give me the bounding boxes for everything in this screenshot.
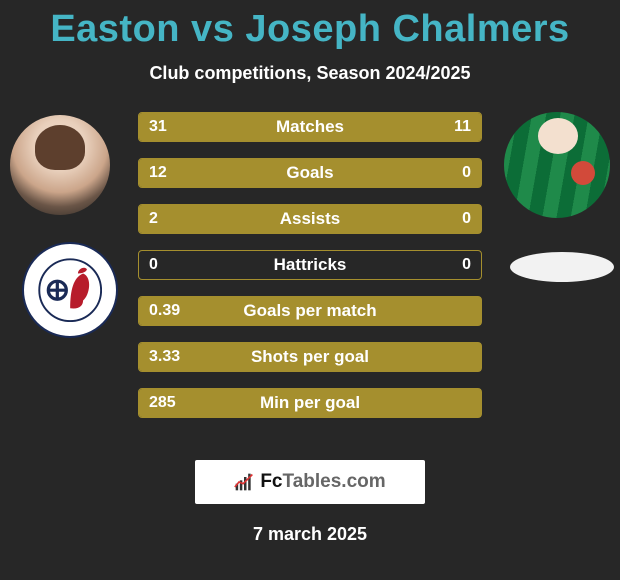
stat-value-left: 285 xyxy=(139,389,186,417)
stat-value-left: 2 xyxy=(139,205,168,233)
watermark-bold: Fc xyxy=(260,471,282,492)
stat-value-right: 11 xyxy=(444,113,481,141)
crest-icon xyxy=(38,258,102,322)
stat-row: 285Min per goal xyxy=(138,388,482,418)
page-title: Easton vs Joseph Chalmers xyxy=(0,0,620,51)
stat-value-left: 12 xyxy=(139,159,177,187)
watermark: FcTables.com xyxy=(195,460,425,504)
page-subtitle: Club competitions, Season 2024/2025 xyxy=(0,63,620,84)
stat-fill-left xyxy=(139,159,481,187)
stat-bars: 3111Matches120Goals20Assists00Hattricks0… xyxy=(138,112,482,434)
stat-label: Hattricks xyxy=(139,251,481,279)
stat-value-left: 0.39 xyxy=(139,297,190,325)
stat-row: 0 0Hattricks xyxy=(138,250,482,280)
comparison-content: 3111Matches120Goals20Assists00Hattricks0… xyxy=(0,112,620,442)
player1-club-crest xyxy=(22,242,118,338)
stat-value-left: 3.33 xyxy=(139,343,190,371)
stat-fill-left xyxy=(139,389,481,417)
date-label: 7 march 2025 xyxy=(0,524,620,545)
stat-fill-left xyxy=(139,297,481,325)
player2-photo xyxy=(504,112,610,218)
stat-row: 3111Matches xyxy=(138,112,482,142)
watermark-light: Tables.com xyxy=(283,471,386,492)
stat-value-right: 0 xyxy=(452,159,481,187)
stat-value-right: 0 xyxy=(452,205,481,233)
stat-value-right: 0 xyxy=(452,251,481,279)
stat-fill-left xyxy=(139,113,392,141)
stat-row: 120Goals xyxy=(138,158,482,188)
player1-photo xyxy=(10,115,110,215)
player2-club-crest xyxy=(510,252,614,282)
bar-chart-icon xyxy=(234,472,254,492)
stat-row: 20Assists xyxy=(138,204,482,234)
stat-value-left: 31 xyxy=(139,113,177,141)
stat-row: 3.33Shots per goal xyxy=(138,342,482,372)
stat-fill-left xyxy=(139,343,481,371)
stat-value-left: 0 xyxy=(139,251,168,279)
stat-row: 0.39Goals per match xyxy=(138,296,482,326)
stat-fill-left xyxy=(139,205,481,233)
